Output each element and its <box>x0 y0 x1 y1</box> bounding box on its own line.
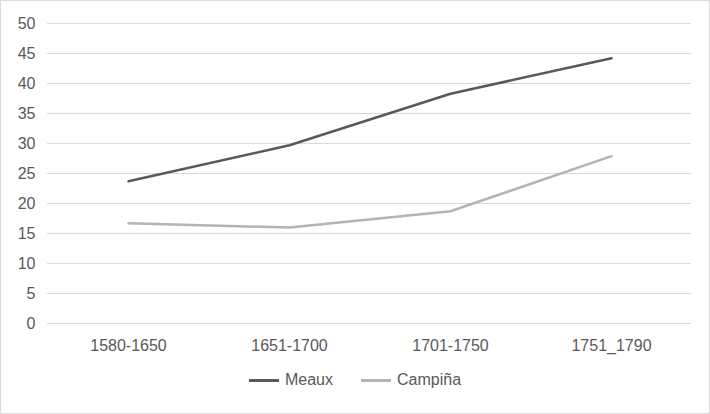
svg-text:50: 50 <box>18 15 36 32</box>
svg-text:45: 45 <box>18 45 36 62</box>
svg-text:20: 20 <box>18 195 36 212</box>
svg-text:10: 10 <box>18 255 36 272</box>
svg-text:1651-1700: 1651-1700 <box>251 337 328 354</box>
svg-text:5: 5 <box>27 285 36 302</box>
svg-text:35: 35 <box>18 105 36 122</box>
svg-text:30: 30 <box>18 135 36 152</box>
html-text:Meaux: Meaux <box>285 371 333 388</box>
svg-text:40: 40 <box>18 75 36 92</box>
svg-text:1701-1750: 1701-1750 <box>412 337 489 354</box>
svg-text:0: 0 <box>27 315 36 332</box>
svg-text:25: 25 <box>18 165 36 182</box>
svg-text:1580-1650: 1580-1650 <box>90 337 167 354</box>
svg-text:1751_1790: 1751_1790 <box>571 337 651 355</box>
html-text:Campiña: Campiña <box>397 371 461 388</box>
svg-text:15: 15 <box>18 225 36 242</box>
